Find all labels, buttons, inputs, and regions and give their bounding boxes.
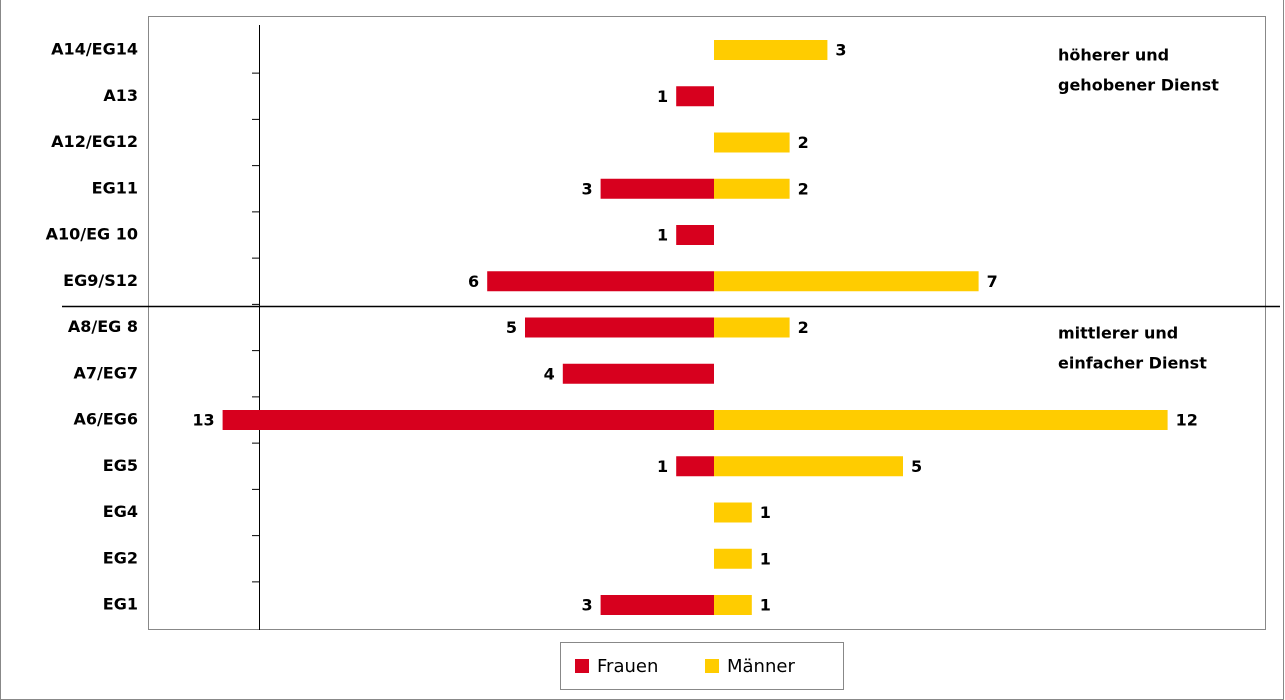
bar: [714, 548, 752, 569]
bar: [714, 178, 790, 199]
y-tick-label: EG2: [103, 548, 138, 567]
annotation: mittlerer und: [1058, 324, 1178, 343]
data-label: 5: [911, 457, 922, 476]
legend-label: Männer: [727, 656, 795, 677]
y-tick-label: EG5: [103, 456, 138, 475]
y-tick-label: A6/EG6: [73, 410, 138, 429]
legend-swatch: [705, 659, 719, 673]
bar: [714, 271, 979, 292]
data-label: 4: [544, 364, 555, 383]
bar: [714, 456, 903, 477]
annotation: gehobener Dienst: [1058, 76, 1219, 95]
data-label: 3: [581, 596, 592, 615]
y-tick-label: A12/EG12: [51, 132, 138, 151]
bar: [487, 271, 714, 292]
data-label: 2: [798, 179, 809, 198]
y-tick-label: EG1: [103, 595, 138, 614]
data-label: 1: [657, 226, 668, 245]
plot-frame: [148, 16, 1266, 630]
y-tick-label: A7/EG7: [73, 363, 138, 382]
bar: [525, 317, 714, 338]
data-label: 13: [192, 411, 214, 430]
data-label: 2: [798, 318, 809, 337]
data-label: 1: [657, 87, 668, 106]
y-tick-label: A14/EG14: [51, 40, 138, 59]
data-label: 7: [987, 272, 998, 291]
annotation: höherer und: [1058, 46, 1169, 65]
y-tick-label: EG11: [92, 178, 138, 197]
bar: [714, 595, 752, 615]
y-tick-label: A13: [103, 86, 138, 105]
data-label: 1: [760, 596, 771, 615]
bar: [676, 86, 714, 107]
data-label: 5: [506, 318, 517, 337]
bar: [714, 502, 752, 523]
y-tick-label: EG4: [103, 502, 138, 521]
bar: [714, 410, 1168, 430]
bar: [600, 178, 714, 199]
data-label: 2: [798, 133, 809, 152]
bar: [562, 363, 714, 384]
bar: [714, 40, 828, 60]
bar: [676, 456, 714, 477]
data-label: 3: [581, 179, 592, 198]
data-label: 3: [835, 41, 846, 60]
bar: [222, 410, 714, 430]
data-label: 1: [760, 549, 771, 568]
y-tick-label: EG9/S12: [63, 271, 138, 290]
bar: [600, 595, 714, 615]
bar: [714, 132, 790, 153]
y-tick-label: A8/EG 8: [68, 317, 138, 336]
data-label: 1: [657, 457, 668, 476]
data-label: 12: [1176, 411, 1198, 430]
data-label: 1: [760, 503, 771, 522]
legend-label: Frauen: [597, 656, 658, 677]
legend-swatch: [575, 659, 589, 673]
annotation: einfacher Dienst: [1058, 354, 1207, 373]
bar: [676, 225, 714, 245]
bar: [714, 317, 790, 338]
data-label: 6: [468, 272, 479, 291]
y-tick-label: A10/EG 10: [46, 225, 138, 244]
legend: [560, 642, 844, 690]
